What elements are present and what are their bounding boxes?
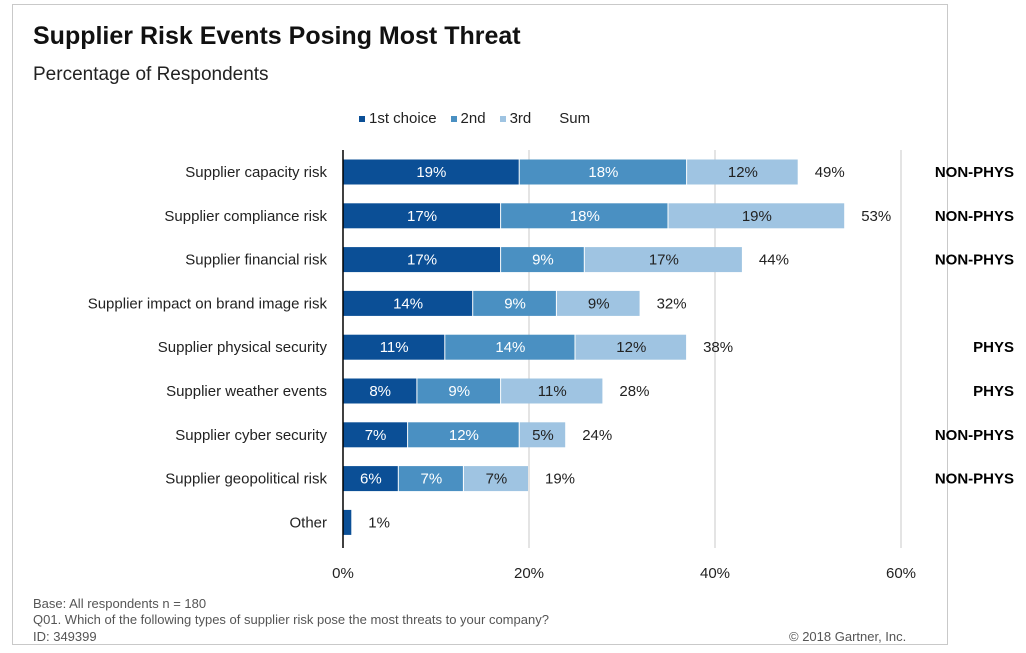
legend-label-first: 1st choice [369, 110, 437, 127]
bar-value-label: 12% [449, 427, 479, 444]
bar-segment [473, 290, 556, 316]
sum-label: 19% [545, 471, 575, 488]
footer-question: Q01. Which of the following types of sup… [33, 612, 549, 627]
category-label: Supplier capacity risk [185, 164, 327, 181]
bar-segment [343, 466, 398, 492]
sum-label: 49% [815, 164, 845, 181]
x-tick-label: 20% [514, 565, 544, 582]
phys-tag: NON-PHYS [935, 252, 1014, 269]
legend-swatch-third [499, 115, 506, 122]
bar-segment [398, 466, 463, 492]
chart-legend: 1st choice 2nd 3rd Sum [359, 110, 590, 127]
sum-label: 44% [759, 252, 789, 269]
phys-tag: NON-PHYS [935, 208, 1014, 225]
legend-label-second: 2nd [460, 110, 486, 127]
category-label: Supplier geopolitical risk [165, 471, 327, 488]
footer-id: ID: 349399 [33, 629, 97, 644]
legend-label-third: 3rd [509, 110, 532, 127]
sum-label: 38% [703, 339, 733, 356]
bar-value-label: 7% [486, 471, 508, 488]
bar-segment [343, 509, 352, 535]
copyright: © 2018 Gartner, Inc. [789, 629, 907, 644]
bar-value-label: 9% [532, 252, 554, 269]
phys-tag: NON-PHYS [935, 164, 1014, 181]
bar-value-label: 14% [393, 295, 423, 312]
phys-tag: NON-PHYS [935, 471, 1014, 488]
chart-subtitle: Percentage of Respondents [33, 64, 269, 85]
category-label: Supplier cyber security [175, 427, 327, 444]
bar-value-label: 14% [495, 339, 525, 356]
bar-segment [575, 334, 687, 360]
legend-item-second: 2nd [450, 110, 486, 127]
legend-item-first: 1st choice [359, 110, 437, 127]
bar-value-label: 9% [504, 295, 526, 312]
phys-tag: PHYS [973, 383, 1014, 400]
category-label: Supplier compliance risk [164, 208, 327, 225]
bar-value-label: 12% [616, 339, 646, 356]
sum-label: 28% [619, 383, 649, 400]
x-tick-label: 40% [700, 565, 730, 582]
bar-value-label: 11% [538, 383, 567, 400]
bar-segment [519, 159, 687, 185]
bar-value-label: 18% [570, 208, 600, 225]
bar-value-label: 9% [588, 295, 610, 312]
bar-segment [343, 290, 473, 316]
legend-label-sum: Sum [559, 110, 591, 127]
chart-title: Supplier Risk Events Posing Most Threat [33, 22, 521, 50]
bar-segment [668, 203, 845, 229]
legend-swatch-second [450, 115, 457, 122]
bar-segment [501, 247, 584, 273]
bar-segment [343, 203, 501, 229]
bar-segment [343, 334, 445, 360]
bar-segment [408, 422, 519, 448]
bar-segment [501, 378, 603, 404]
bar-segment [584, 247, 742, 273]
bar-segment [343, 159, 519, 185]
bar-segment [519, 422, 566, 448]
bar-segment [501, 203, 668, 229]
bar-value-label: 7% [421, 471, 443, 488]
category-label: Supplier financial risk [185, 252, 327, 269]
footer-base: Base: All respondents n = 180 [33, 596, 207, 611]
x-tick-label: 60% [886, 565, 916, 582]
bar-segment [556, 290, 640, 316]
phys-tag: PHYS [973, 339, 1014, 356]
x-tick-label: 0% [332, 565, 354, 582]
category-label: Supplier impact on brand image risk [88, 295, 328, 312]
bar-value-label: 5% [532, 427, 554, 444]
sum-label: 32% [657, 295, 687, 312]
bar-value-label: 17% [649, 252, 679, 269]
legend-item-sum: Sum [559, 110, 590, 127]
bar-segment [343, 422, 408, 448]
phys-tag: NON-PHYS [935, 427, 1014, 444]
bar-segment [417, 378, 501, 404]
bar-value-label: 17% [407, 252, 437, 269]
sum-label: 24% [582, 427, 612, 444]
legend-item-third: 3rd [499, 110, 532, 127]
bar-segment [343, 247, 501, 273]
bar-segment [343, 378, 417, 404]
bar-segment [687, 159, 798, 185]
bar-value-label: 18% [588, 164, 618, 181]
category-label: Supplier physical security [158, 339, 328, 356]
bar-value-label: 11% [380, 339, 409, 356]
bar-value-label: 19% [416, 164, 446, 181]
bar-value-label: 19% [742, 208, 772, 225]
sum-label: 53% [861, 208, 891, 225]
bar-value-label: 17% [407, 208, 437, 225]
category-label: Other [289, 514, 327, 531]
bar-value-label: 6% [360, 471, 382, 488]
bar-value-label: 7% [365, 427, 387, 444]
chart-frame [12, 4, 948, 645]
bar-segment [445, 334, 575, 360]
sum-label: 1% [368, 514, 390, 531]
bar-value-label: 9% [448, 383, 470, 400]
bar-value-label: 12% [728, 164, 758, 181]
legend-swatch-first [359, 115, 365, 122]
category-label: Supplier weather events [166, 383, 327, 400]
bar-segment [463, 466, 528, 492]
bar-value-label: 8% [369, 383, 391, 400]
